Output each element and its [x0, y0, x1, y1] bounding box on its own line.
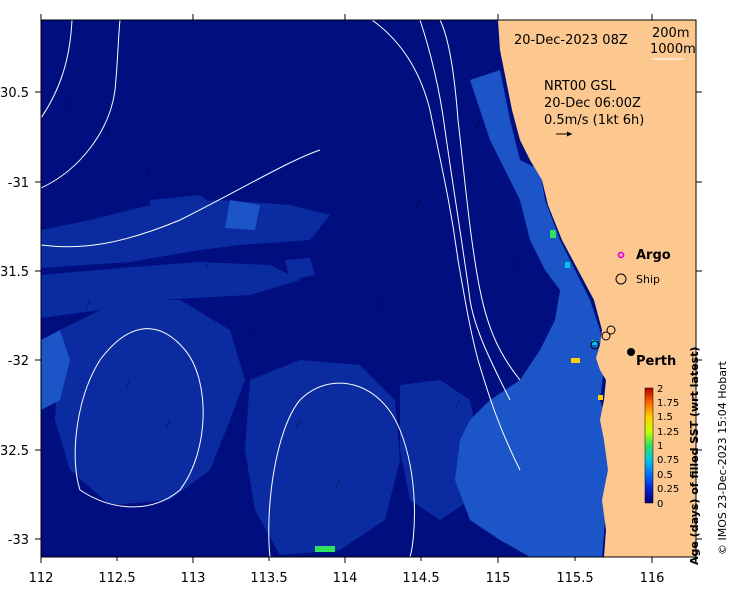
- map-plot-area: [41, 20, 696, 557]
- colorbar-tick: 0.5: [657, 470, 673, 481]
- colorbar-ticks: 2 1.75 1.5 1.25 1 0.75 0.5 0.25 0: [657, 384, 679, 510]
- contour-legend-1000m: 1000m: [650, 42, 696, 57]
- colorbar-tick: 0.25: [657, 484, 679, 495]
- current-source: NRT00 GSL: [544, 79, 617, 94]
- credit-text: © IMOS 23-Dec-2023 15:04 Hobart: [716, 360, 729, 555]
- current-vectors: [65, 99, 521, 489]
- current-scale-arrow: [556, 131, 572, 137]
- x-tick-label: 113: [181, 571, 206, 586]
- colorbar: [644, 387, 654, 504]
- sst-patches-light: [41, 70, 612, 557]
- y-tick-label: 31.5: [0, 265, 29, 280]
- y-tick-label: -33: [8, 533, 29, 548]
- y-tick-label: 32.5: [0, 444, 29, 459]
- colorbar-label: Age (days) of filled SST (wrt latest): [688, 347, 701, 565]
- plot-frame: [40, 19, 697, 558]
- contour-legend-200m: 200m: [652, 26, 689, 41]
- x-tick-label: 114: [333, 571, 358, 586]
- perth-marker: [627, 348, 635, 356]
- ship-legend-marker: [615, 273, 627, 285]
- x-tick-label: 115.5: [556, 571, 593, 586]
- colorbar-tick: 1.5: [657, 412, 673, 423]
- colorbar-tick: 0.75: [657, 455, 679, 466]
- ship-legend-label: Ship: [636, 273, 660, 286]
- x-tick-label: 114.5: [402, 571, 439, 586]
- y-tick-label: 30.5: [0, 86, 29, 101]
- x-tick-label: 115: [486, 571, 511, 586]
- argo-legend-label: Argo: [636, 248, 671, 263]
- colorbar-tick: 2: [657, 384, 663, 395]
- date-label: 20-Dec-2023 08Z: [514, 33, 628, 48]
- colorbar-tick: 1.25: [657, 427, 679, 438]
- axis-ticks: [35, 14, 702, 563]
- y-tick-labels: 30.5 -31 31.5 -32 32.5 -33: [0, 86, 29, 548]
- x-tick-label: 112: [29, 571, 54, 586]
- colorbar-tick: 0: [657, 499, 663, 510]
- ship-markers: [590, 325, 616, 350]
- current-time: 20-Dec 06:00Z: [544, 96, 641, 111]
- perth-label: Perth: [636, 354, 676, 369]
- sst-patches-mid: [41, 195, 480, 555]
- argo-legend-marker: [617, 251, 625, 259]
- x-tick-label: 112.5: [98, 571, 135, 586]
- y-tick-label: -32: [8, 354, 29, 369]
- y-tick-label: -31: [8, 176, 29, 191]
- current-scale: 0.5m/s (1kt 6h): [544, 113, 644, 128]
- colorbar-tick: 1.75: [657, 398, 679, 409]
- x-tick-labels: 112 112.5 113 113.5 114 114.5 115 115.5 …: [29, 571, 665, 586]
- contours: [41, 20, 521, 557]
- x-tick-label: 116: [640, 571, 665, 586]
- x-tick-label: 113.5: [250, 571, 287, 586]
- colorbar-tick: 1: [657, 441, 663, 452]
